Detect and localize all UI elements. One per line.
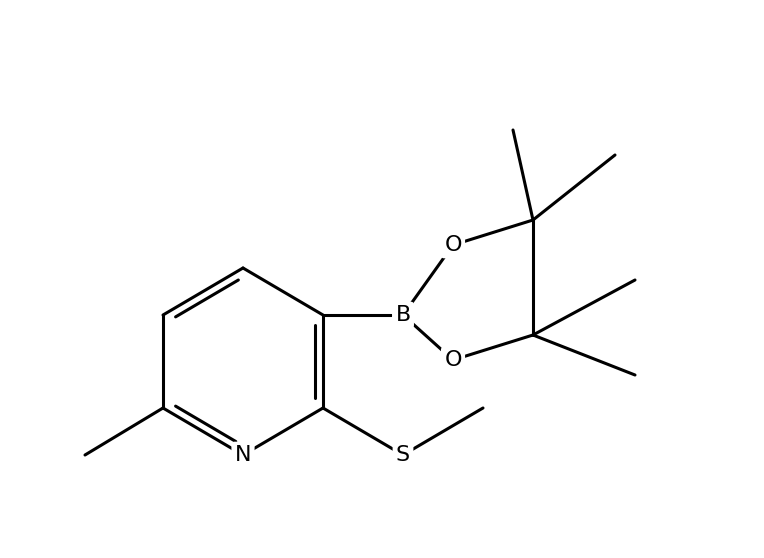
Text: O: O xyxy=(444,350,461,370)
Text: B: B xyxy=(396,305,410,325)
Text: N: N xyxy=(235,445,251,465)
Text: S: S xyxy=(396,445,410,465)
Text: O: O xyxy=(444,235,461,255)
